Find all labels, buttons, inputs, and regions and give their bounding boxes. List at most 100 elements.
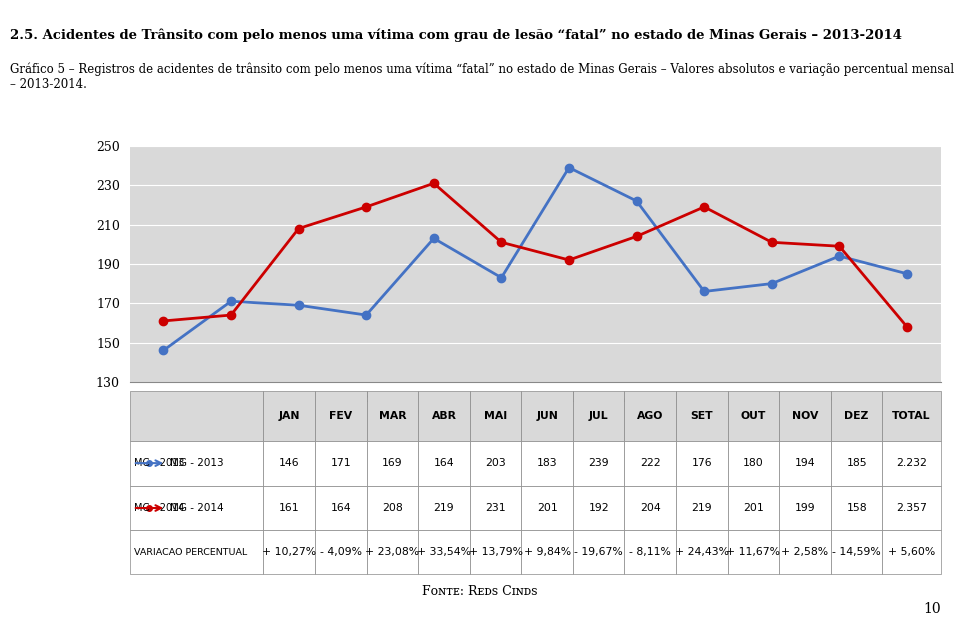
Text: 158: 158 [847,503,867,513]
Text: VARIACAO PERCENTUAL: VARIACAO PERCENTUAL [133,548,247,557]
Text: 204: 204 [640,503,660,513]
Bar [419,486,469,530]
Text: 203: 203 [485,458,506,468]
Text: TOTAL: TOTAL [893,411,931,421]
Text: 180: 180 [743,458,764,468]
Text: 194: 194 [795,458,815,468]
Text: ABR: ABR [431,411,456,421]
Text: MAR: MAR [378,411,406,421]
Bar [367,391,419,441]
Text: + 5,60%: + 5,60% [888,548,935,558]
Text: 164: 164 [434,458,454,468]
Text: 192: 192 [588,503,609,513]
Text: JUL: JUL [588,411,609,421]
Bar [263,530,315,574]
Bar [573,391,625,441]
Text: 161: 161 [279,503,300,513]
Bar [625,486,676,530]
Bar [882,391,941,441]
Text: - 14,59%: - 14,59% [832,548,881,558]
Text: + 2,58%: + 2,58% [781,548,828,558]
Bar [625,441,676,486]
Text: MG - 2014: MG - 2014 [170,503,224,513]
Text: AGO: AGO [637,411,663,421]
Text: Gráfico 5 – Registros de acidentes de trânsito com pelo menos uma vítima “fatal”: Gráfico 5 – Registros de acidentes de tr… [10,62,953,91]
Bar [780,486,830,530]
Text: + 23,08%: + 23,08% [366,548,420,558]
Text: JAN: JAN [278,411,300,421]
Text: - 8,11%: - 8,11% [630,548,671,558]
Bar [728,486,780,530]
Text: MG - 2013: MG - 2013 [170,458,224,468]
Bar [882,486,941,530]
Text: 219: 219 [434,503,454,513]
Text: SET: SET [690,411,713,421]
Text: FEV: FEV [329,411,352,421]
Text: 2.357: 2.357 [896,503,927,513]
Bar [780,391,830,441]
Bar [830,530,882,574]
Text: + 10,27%: + 10,27% [262,548,316,558]
Text: 201: 201 [537,503,558,513]
Bar [521,441,573,486]
Text: 183: 183 [537,458,558,468]
Text: + 33,54%: + 33,54% [417,548,471,558]
Text: + 9,84%: + 9,84% [523,548,570,558]
Bar [419,441,469,486]
Bar [130,486,263,530]
Bar [367,486,419,530]
Bar [315,441,367,486]
Bar [130,530,263,574]
Text: 231: 231 [485,503,506,513]
Text: JUN: JUN [537,411,558,421]
Bar [625,391,676,441]
Text: 171: 171 [330,458,351,468]
Bar [263,391,315,441]
Text: MG - 2014: MG - 2014 [133,503,184,513]
Bar [676,391,728,441]
Bar [367,441,419,486]
Bar [573,441,625,486]
Bar [676,441,728,486]
Bar [882,441,941,486]
Text: NOV: NOV [792,411,818,421]
Bar [315,530,367,574]
Bar [830,391,882,441]
Bar [882,530,941,574]
Text: 10: 10 [924,602,941,615]
Text: 176: 176 [691,458,712,468]
Bar [521,391,573,441]
Bar [521,486,573,530]
Bar [573,530,625,574]
Bar [469,391,521,441]
Text: - 19,67%: - 19,67% [574,548,623,558]
Bar [469,441,521,486]
Text: + 24,43%: + 24,43% [675,548,729,558]
Bar [469,486,521,530]
Text: 164: 164 [330,503,351,513]
Text: MG - 2013: MG - 2013 [133,458,184,468]
Bar [830,441,882,486]
Text: 219: 219 [691,503,712,513]
Bar [728,530,780,574]
Bar [521,530,573,574]
Text: + 11,67%: + 11,67% [727,548,780,558]
Bar [315,391,367,441]
Text: 2.232: 2.232 [896,458,927,468]
Text: 239: 239 [588,458,609,468]
Bar [780,441,830,486]
Bar [315,486,367,530]
Bar [830,486,882,530]
Bar [676,530,728,574]
Bar [728,391,780,441]
Text: 208: 208 [382,503,403,513]
Text: 201: 201 [743,503,764,513]
Text: DEZ: DEZ [845,411,869,421]
Bar [130,441,263,486]
Bar [573,486,625,530]
Text: 199: 199 [795,503,815,513]
Text: 185: 185 [847,458,867,468]
Bar [263,486,315,530]
Text: MAI: MAI [484,411,507,421]
Text: 169: 169 [382,458,402,468]
